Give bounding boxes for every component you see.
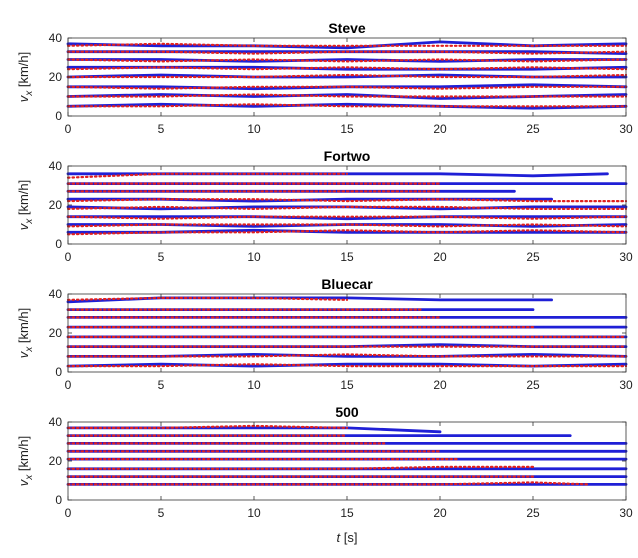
y-tick-label: 0 xyxy=(55,237,62,251)
x-tick-label: 10 xyxy=(247,506,261,520)
y-tick-label: 20 xyxy=(49,198,63,212)
plot-area xyxy=(68,294,626,372)
x-tick-label: 25 xyxy=(526,122,540,136)
series-line-9 xyxy=(66,229,628,236)
series-line-13 xyxy=(66,198,628,203)
series-line-15 xyxy=(66,50,628,55)
y-tick-label: 20 xyxy=(49,70,63,84)
x-axis-label: t [s] xyxy=(337,530,358,545)
series-line-5 xyxy=(66,65,628,71)
y-axis-label: vx [km/h] xyxy=(16,180,35,231)
y-axis-label: vx [km/h] xyxy=(16,308,35,359)
chart-title: Bluecar xyxy=(321,276,373,292)
x-tick-label: 25 xyxy=(526,378,540,392)
x-tick-label: 15 xyxy=(340,250,354,264)
series-line-16 xyxy=(66,42,628,47)
chart-title: 500 xyxy=(335,404,359,420)
x-tick-label: 0 xyxy=(65,506,72,520)
y-tick-label: 0 xyxy=(55,365,62,379)
chart-panel-3: 0 5 10 15 20 25 30 0 20 40 Bluecar vx [km/h] xyxy=(16,276,633,392)
series-line-3 xyxy=(66,215,628,221)
series-line-2 xyxy=(66,353,628,358)
x-tick-label: 5 xyxy=(158,122,165,136)
x-tick-label: 15 xyxy=(340,506,354,520)
x-tick-label: 5 xyxy=(158,250,165,264)
x-tick-label: 10 xyxy=(247,378,261,392)
series-line-9 xyxy=(66,103,628,108)
x-tick-label: 0 xyxy=(65,122,72,136)
x-tick-label: 20 xyxy=(433,378,447,392)
x-tick-label: 20 xyxy=(433,250,447,264)
x-tick-label: 30 xyxy=(619,378,633,392)
x-tick-label: 5 xyxy=(158,378,165,392)
y-tick-label: 0 xyxy=(55,493,62,507)
chart-title: Steve xyxy=(328,20,366,36)
series-line-11 xyxy=(66,215,628,220)
plot-area xyxy=(68,422,626,500)
y-tick-label: 40 xyxy=(49,31,63,45)
series-line-1 xyxy=(66,102,628,110)
series-line-16 xyxy=(66,424,349,429)
chart-panel-4: 0 5 10 15 20 25 30 0 20 40 500 vx [km/h] t [s] xyxy=(16,404,633,545)
x-tick-label: 5 xyxy=(158,506,165,520)
series-line-13 xyxy=(66,66,628,71)
y-tick-label: 20 xyxy=(49,326,63,340)
series-line-10 xyxy=(66,353,628,358)
series-line-9 xyxy=(66,363,628,368)
y-tick-label: 20 xyxy=(49,454,63,468)
series-line-9 xyxy=(66,481,590,486)
x-tick-label: 15 xyxy=(340,122,354,136)
y-tick-label: 40 xyxy=(49,415,63,429)
x-tick-label: 30 xyxy=(619,122,633,136)
x-tick-label: 20 xyxy=(433,506,447,520)
y-tick-label: 0 xyxy=(55,109,62,123)
series-line-14 xyxy=(66,58,628,63)
chart-panel-1: 0 5 10 15 20 25 30 0 20 40 Steve vx [km/h] xyxy=(16,20,633,136)
x-tick-label: 20 xyxy=(433,122,447,136)
x-tick-label: 30 xyxy=(619,250,633,264)
x-tick-label: 15 xyxy=(340,378,354,392)
y-axis-label: vx [km/h] xyxy=(16,436,35,487)
x-tick-label: 25 xyxy=(526,506,540,520)
y-tick-label: 40 xyxy=(49,159,63,173)
series-line-12 xyxy=(66,205,628,210)
series-line-11 xyxy=(66,465,535,470)
series-line-6 xyxy=(66,58,628,63)
x-tick-label: 0 xyxy=(65,378,72,392)
chart-panel-2: 0 5 10 15 20 25 30 0 20 40 Fortwo vx [km/h] xyxy=(16,148,633,264)
x-tick-label: 0 xyxy=(65,250,72,264)
series-line-12 xyxy=(66,73,628,79)
y-axis-label: vx [km/h] xyxy=(16,52,35,103)
x-tick-label: 30 xyxy=(619,506,633,520)
y-tick-label: 40 xyxy=(49,287,63,301)
chart-title: Fortwo xyxy=(324,148,371,164)
series-line-10 xyxy=(66,93,628,98)
x-tick-label: 25 xyxy=(526,250,540,264)
series-line-11 xyxy=(66,85,628,90)
series-line-16 xyxy=(66,172,349,179)
series-line-1 xyxy=(66,228,628,234)
x-tick-label: 10 xyxy=(247,250,261,264)
series-line-5 xyxy=(66,197,553,203)
x-tick-label: 10 xyxy=(247,122,261,136)
series-line-10 xyxy=(66,223,628,228)
series-line-16 xyxy=(66,296,349,301)
